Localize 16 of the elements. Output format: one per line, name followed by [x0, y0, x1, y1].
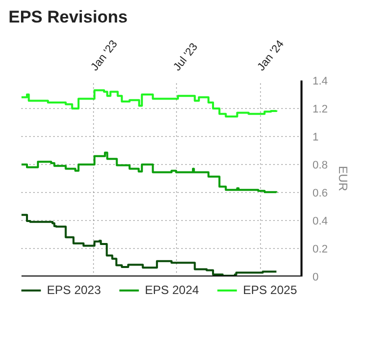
y-axis-title: EUR — [336, 166, 350, 192]
legend-label: EPS 2024 — [144, 283, 199, 297]
y-tick-label: 0 — [312, 272, 319, 284]
y-tick-label: 0.2 — [312, 244, 328, 256]
x-tick-label: Jan '24 — [255, 38, 287, 74]
y-tick-label: 0.6 — [312, 188, 328, 200]
x-tick-label: Jul '23 — [171, 41, 200, 74]
y-tick-label: 0.8 — [312, 160, 328, 172]
legend-label: EPS 2025 — [242, 283, 297, 297]
y-tick-label: 1 — [312, 132, 319, 144]
x-tick-label: Jan '23 — [88, 38, 120, 74]
y-tick-label: 0.4 — [312, 216, 328, 228]
y-tick-label: 1.2 — [312, 104, 328, 116]
chart-title: EPS Revisions — [8, 8, 128, 26]
y-tick-label: 1.4 — [312, 76, 328, 88]
legend-label: EPS 2023 — [46, 283, 101, 297]
